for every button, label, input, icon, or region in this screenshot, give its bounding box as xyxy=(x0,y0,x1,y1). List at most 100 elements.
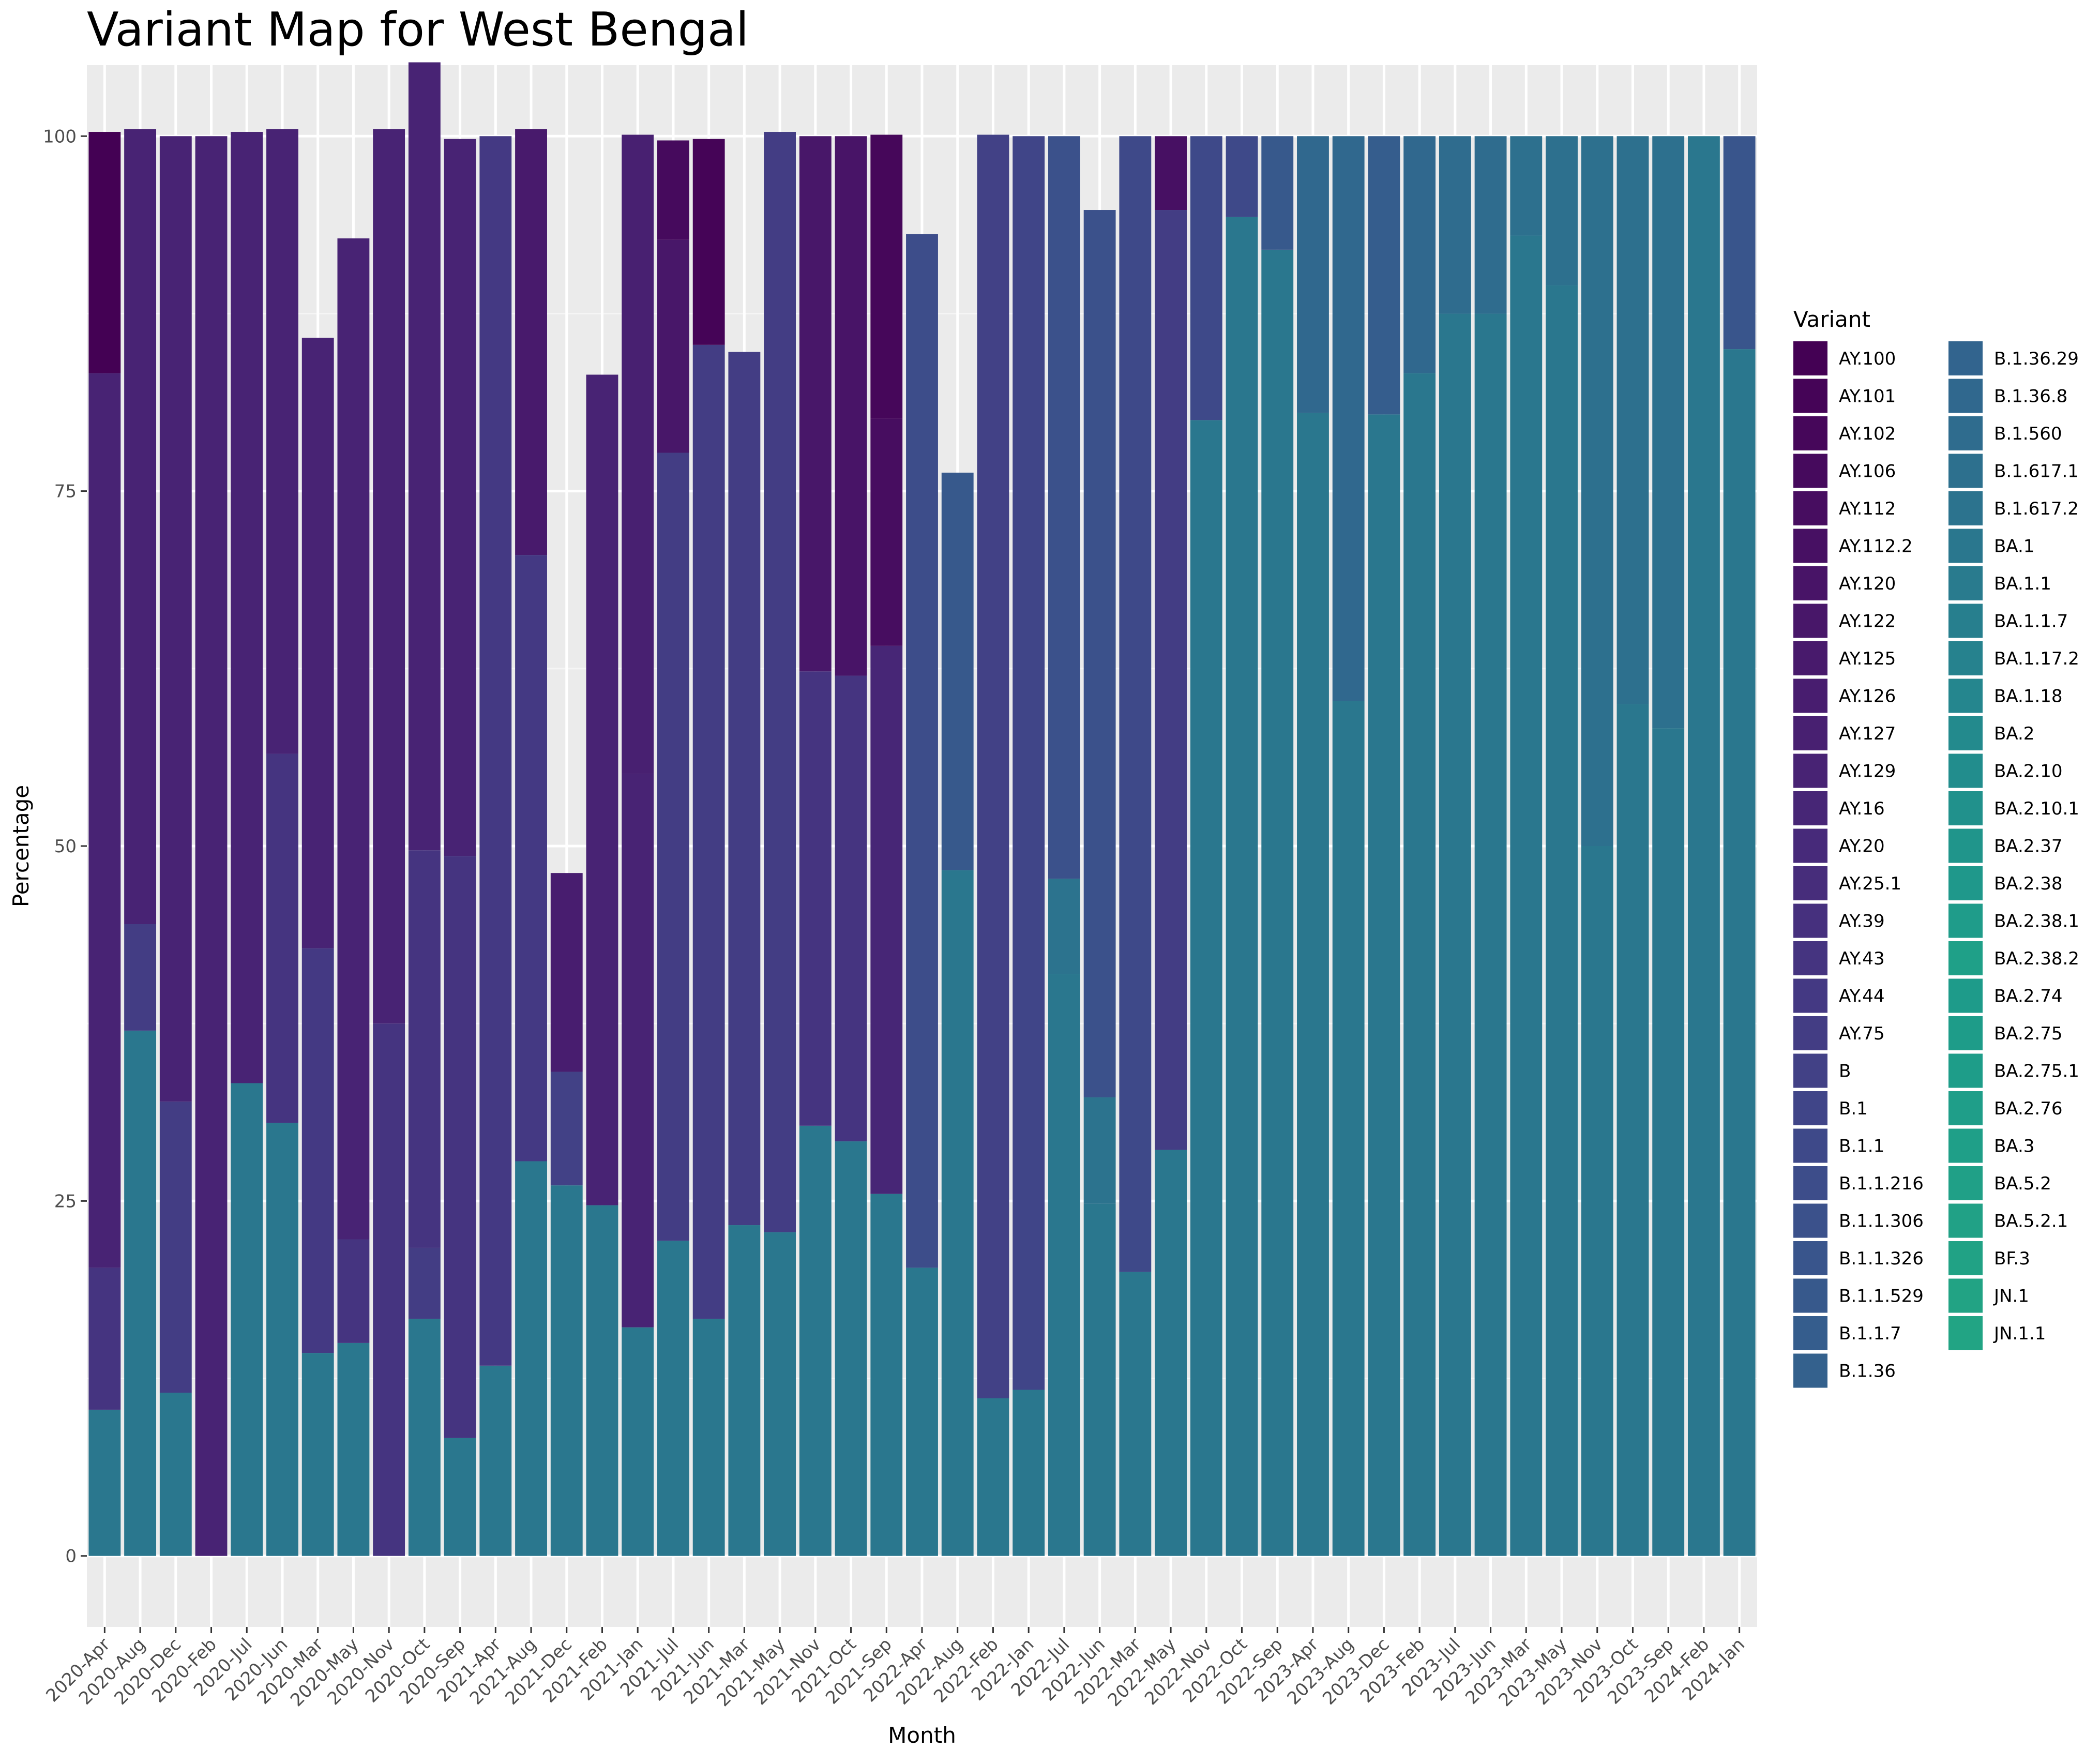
legend-label-AY.20: AY.20 xyxy=(1839,836,1885,857)
legend-label-B.1.560: B.1.560 xyxy=(1994,424,2062,444)
legend-key-AY.112.2 xyxy=(1793,529,1827,563)
bar-segment-B.1.1.326-2024-Jan xyxy=(1723,136,1756,350)
legend-label-BA.1.1.7: BA.1.1.7 xyxy=(1994,611,2068,632)
bar-segment-AY.106-2021-Jul xyxy=(657,140,689,240)
bar-segment-BA.1-2023-Dec xyxy=(1368,414,1400,1556)
bar-segment-B.1.1.306-2022-Jul xyxy=(1048,136,1080,879)
bar-segment-AY.129-2020-Nov xyxy=(373,129,405,1024)
bar-segment-BA.1-2020-Apr xyxy=(88,1409,121,1556)
legend-label-AY.102: AY.102 xyxy=(1839,424,1896,444)
bar-segment-BA.1-2021-Jul xyxy=(657,1241,689,1556)
bar-segment-AY.102-2021-Sep xyxy=(870,134,903,419)
legend-key-JN.1 xyxy=(1948,1278,1983,1313)
legend-label-BA.2.38.1: BA.2.38.1 xyxy=(1994,911,2079,932)
legend-key-BA.2.10 xyxy=(1948,753,1983,788)
chart-title: Variant Map for West Bengal xyxy=(87,3,749,57)
bar-segment-AY.43-2020-Nov xyxy=(373,1023,405,1556)
bar-segment-BA.1-2020-Sep xyxy=(444,1438,476,1556)
bar-segment-B.1.560-2023-Jun xyxy=(1474,136,1507,314)
legend-label-BA.1: BA.1 xyxy=(1994,536,2034,557)
legend-key-B.1.1.306 xyxy=(1793,1203,1827,1238)
bar-segment-BA.1-2021-Apr xyxy=(479,1365,512,1556)
legend-key-BA.2.75 xyxy=(1948,1016,1983,1050)
bar-segment-B.1.617.1-2023-Oct xyxy=(1616,136,1649,704)
bar-segment-AY.112-2021-Sep xyxy=(870,418,903,646)
bar-segment-AY.129-2020-Dec xyxy=(159,136,192,1102)
legend-key-AY.16 xyxy=(1793,791,1827,825)
bar-segment-B.1.1.306-2022-Jun xyxy=(1083,210,1116,1097)
legend-key-AY.125 xyxy=(1793,641,1827,675)
legend-key-B.1.1 xyxy=(1793,1128,1827,1163)
bars xyxy=(88,62,1756,1556)
bar-segment-B.1.617.1-2023-Nov xyxy=(1581,136,1613,847)
y-tick-label: 0 xyxy=(65,1546,77,1567)
legend-label-BA.2.37: BA.2.37 xyxy=(1994,836,2063,857)
legend-label-B.1.36.8: B.1.36.8 xyxy=(1994,386,2067,407)
bar-segment-BA.1-2023-Feb xyxy=(1403,373,1436,1556)
legend-key-BA.2.75.1 xyxy=(1948,1053,1983,1088)
bar-segment-BA.1-2023-Jun xyxy=(1474,313,1507,1556)
legend-label-JN.1.1: JN.1.1 xyxy=(1993,1323,2046,1344)
legend-key-AY.75 xyxy=(1793,1016,1827,1050)
legend-key-B.1.560 xyxy=(1948,416,1983,450)
bar-segment-AY.43-2021-Oct xyxy=(835,675,867,1142)
bar-segment-B.1.617.2-2022-Jul xyxy=(1048,879,1080,974)
legend-label-AY.127: AY.127 xyxy=(1839,723,1896,744)
bar-segment-AY.44-2020-Mar xyxy=(301,948,334,1353)
legend-label-BA.2.75: BA.2.75 xyxy=(1994,1023,2063,1044)
bar-segment-AY.75-2020-Oct xyxy=(408,1247,441,1319)
legend-key-AY.100 xyxy=(1793,341,1827,375)
legend-label-BA.2: BA.2 xyxy=(1994,723,2034,744)
bar-segment-BA.1-2021-Jun xyxy=(692,1319,725,1556)
legend-label-BA.2.38: BA.2.38 xyxy=(1994,873,2063,894)
legend-key-BA.2.37 xyxy=(1948,828,1983,863)
legend-key-AY.122 xyxy=(1793,604,1827,638)
y-axis-title: Percentage xyxy=(8,785,34,907)
legend-label-BA.2.75.1: BA.2.75.1 xyxy=(1994,1061,2079,1082)
bar-segment-AY.75-2021-Jul xyxy=(657,452,689,1241)
bar-segment-AY.43-2020-Sep xyxy=(444,856,476,1438)
legend-label-B.1.1: B.1.1 xyxy=(1839,1136,1884,1157)
legend-key-AY.20 xyxy=(1793,828,1827,863)
legend-key-BA.1.1 xyxy=(1948,566,1983,600)
legend-key-B.1.36.29 xyxy=(1948,341,1983,375)
bar-segment-AY.43-2020-Oct xyxy=(408,850,441,1248)
legend-key-AY.25.1 xyxy=(1793,866,1827,900)
bar-segment-AY.112.2-2022-May xyxy=(1155,136,1187,210)
legend-label-B.1.1.326: B.1.1.326 xyxy=(1839,1248,1924,1269)
legend-label-AY.101: AY.101 xyxy=(1839,386,1896,407)
legend-key-BA.2.38.2 xyxy=(1948,941,1983,975)
legend-key-AY.120 xyxy=(1793,566,1827,600)
legend-label-AY.43: AY.43 xyxy=(1839,948,1885,969)
bar-segment-BA.1-2023-Sep xyxy=(1652,728,1685,1556)
bar-segment-BA.1-2020-Aug xyxy=(124,1030,157,1556)
legend-key-AY.43 xyxy=(1793,941,1827,975)
bar-segment-BA.1-2024-Jan xyxy=(1723,349,1756,1556)
bar-segment-B.1.1.529-2022-Aug xyxy=(941,472,974,870)
bar-segment-AY.43-2020-Apr xyxy=(88,1268,121,1410)
legend-key-BA.2.10.1 xyxy=(1948,791,1983,825)
legend-key-BA.1.18 xyxy=(1948,678,1983,713)
bar-segment-BA.1-2022-Jan xyxy=(1013,1390,1045,1556)
bar-segment-BA.1-2022-Sep xyxy=(1261,249,1294,1556)
bar-segment-AY.16-2021-Sep xyxy=(870,645,903,1194)
legend-key-BA.2 xyxy=(1948,716,1983,750)
legend-label-B.1: B.1 xyxy=(1839,1098,1868,1119)
bar-segment-AY.125-2021-Aug xyxy=(515,129,547,555)
bar-segment-B.1.1-2022-Nov xyxy=(1190,136,1222,420)
bar-segment-B.1.36.8-2023-Aug xyxy=(1332,136,1365,701)
bar-segment-BA.1-2023-Jul xyxy=(1439,313,1471,1556)
bar-segment-B.1.36.8-2023-Apr xyxy=(1297,136,1329,413)
bar-segment-B.1.1-2022-Oct xyxy=(1226,136,1258,217)
legend-label-AY.25.1: AY.25.1 xyxy=(1839,873,1901,894)
bar-segment-BA.1-2024-Feb xyxy=(1687,136,1720,1556)
bar-segment-BA.1-2022-May xyxy=(1155,1150,1187,1556)
bar-segment-AY.126-2021-Dec xyxy=(550,873,583,1072)
bar-segment-AY.129-2020-Feb xyxy=(195,136,228,1556)
bar-segment-B.1.1-2022-Mar xyxy=(1119,136,1152,1272)
bar-segment-BA.1-2021-Nov xyxy=(799,1125,832,1556)
y-tick-label: 50 xyxy=(54,836,77,857)
legend-label-BA.5.2.1: BA.5.2.1 xyxy=(1994,1211,2068,1232)
bar-segment-B.1.1.216-2022-Apr xyxy=(906,234,938,1268)
bar-segment-AY.129-2020-Jun xyxy=(266,129,298,754)
